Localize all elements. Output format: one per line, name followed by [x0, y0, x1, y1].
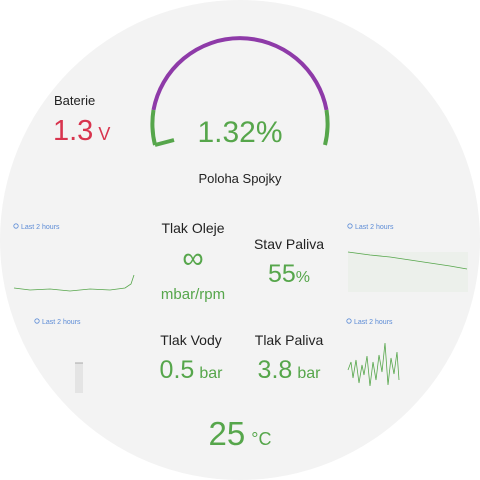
- battery-number: 1.3: [53, 115, 93, 147]
- sparkline-caption: Last 2 hours: [21, 224, 60, 231]
- panel-label: Tlak Paliva: [255, 332, 324, 348]
- battery-value: 1.3 V: [53, 115, 110, 147]
- panel-label: Tlak Oleje: [161, 220, 224, 236]
- panel-unit: bar: [297, 365, 321, 382]
- sparkline-1: Last 2 hours: [13, 223, 135, 292]
- temperature-unit: °C: [251, 429, 271, 449]
- gauge-arc-right: [323, 109, 330, 146]
- clock-icon: [346, 318, 352, 324]
- sparkline-area: [348, 252, 468, 292]
- sparkline-2: Last 2 hours: [347, 223, 468, 292]
- clock-icon: [34, 318, 40, 324]
- panel-number: 3.8: [258, 356, 293, 384]
- sparkline-line: [13, 274, 135, 292]
- panel-unit: bar: [199, 365, 223, 382]
- sparkline-caption: Last 2 hours: [355, 224, 394, 231]
- panel-label: Stav Paliva: [254, 236, 324, 252]
- panel-unit: %: [296, 269, 310, 286]
- gauge-needle: [154, 138, 175, 147]
- clock-icon: [13, 223, 19, 229]
- panel-unit: mbar/rpm: [161, 286, 225, 303]
- clutch-label: Poloha Spojky: [198, 171, 282, 186]
- battery-unit: V: [98, 124, 110, 144]
- gauge: [150, 36, 330, 147]
- sparkline-line: [347, 251, 468, 270]
- sparkline-area: [75, 363, 83, 393]
- sparkline-4: Last 2 hours: [346, 318, 400, 387]
- sparkline-caption: Last 2 hours: [42, 319, 81, 326]
- panel-value: ∞: [182, 242, 203, 275]
- sparkline-caption: Last 2 hours: [354, 319, 393, 326]
- gauge-arc-upper: [151, 36, 329, 111]
- panel-label: Tlak Vody: [160, 332, 221, 348]
- clutch-value: 1.32%: [197, 116, 282, 149]
- panel-value: 3.8 bar: [258, 356, 322, 384]
- battery-label: Baterie: [54, 93, 95, 108]
- panel-number: 0.5: [160, 356, 195, 384]
- panel-number: 55: [268, 260, 296, 288]
- sparkline-3: Last 2 hours: [34, 318, 83, 393]
- panel-value: 55%: [268, 260, 310, 288]
- temperature-number: 25: [209, 415, 246, 452]
- sparkline-line: [347, 342, 400, 387]
- clock-icon: [347, 223, 353, 229]
- temperature-value: 25 °C: [209, 415, 272, 452]
- panel-value: 0.5 bar: [160, 356, 224, 384]
